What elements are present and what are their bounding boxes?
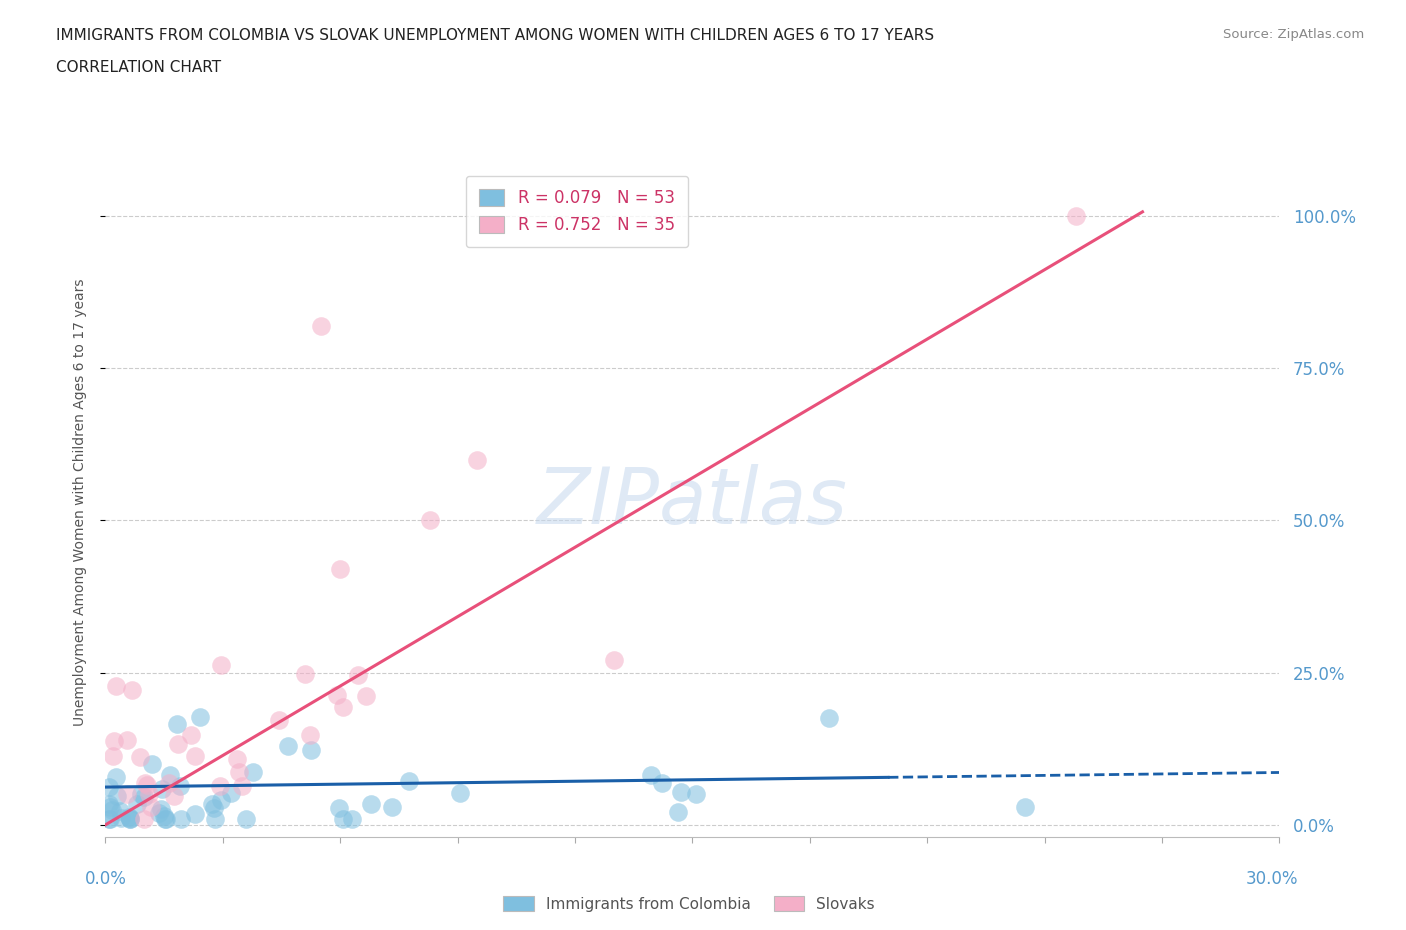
Point <box>170 811 193 826</box>
Point <box>309 318 332 333</box>
Point <box>150 782 173 797</box>
Point <box>129 787 152 802</box>
Point <box>294 667 316 682</box>
Point <box>152 808 174 823</box>
Point <box>148 805 170 820</box>
Legend: R = 0.079   N = 53, R = 0.752   N = 35: R = 0.079 N = 53, R = 0.752 N = 35 <box>465 176 688 247</box>
Point <box>117 787 139 802</box>
Point <box>103 734 125 749</box>
Point <box>180 727 202 742</box>
Point <box>132 790 155 804</box>
Text: 30.0%: 30.0% <box>1246 870 1299 887</box>
Point <box>110 811 132 826</box>
Point <box>157 776 180 790</box>
Point <box>155 811 177 826</box>
Point <box>149 801 172 816</box>
Point <box>110 804 132 818</box>
Point <box>332 811 354 826</box>
Point <box>219 786 242 801</box>
Point <box>449 785 471 800</box>
Point <box>669 784 692 799</box>
Point <box>342 811 364 826</box>
Point <box>277 738 299 753</box>
Point <box>242 765 264 780</box>
Point <box>167 737 190 751</box>
Point <box>204 811 226 826</box>
Point <box>419 513 441 528</box>
Point <box>169 778 191 793</box>
Point <box>134 811 156 826</box>
Point <box>200 797 222 812</box>
Text: IMMIGRANTS FROM COLOMBIA VS SLOVAK UNEMPLOYMENT AMONG WOMEN WITH CHILDREN AGES 6: IMMIGRANTS FROM COLOMBIA VS SLOVAK UNEMP… <box>56 28 935 43</box>
Point <box>184 749 207 764</box>
Point <box>101 749 124 764</box>
Point <box>138 786 160 801</box>
Point <box>225 751 247 766</box>
Point <box>98 811 121 826</box>
Point <box>1064 208 1087 223</box>
Point <box>129 750 152 764</box>
Point <box>299 742 322 757</box>
Point <box>209 658 232 672</box>
Point <box>209 778 232 793</box>
Point <box>115 733 138 748</box>
Point <box>346 667 368 682</box>
Point <box>183 806 205 821</box>
Point <box>235 811 257 826</box>
Point <box>398 774 420 789</box>
Text: Source: ZipAtlas.com: Source: ZipAtlas.com <box>1223 28 1364 41</box>
Point <box>465 452 488 467</box>
Point <box>360 797 382 812</box>
Point <box>105 789 128 804</box>
Point <box>100 800 122 815</box>
Point <box>125 796 148 811</box>
Text: CORRELATION CHART: CORRELATION CHART <box>56 60 221 75</box>
Point <box>354 688 377 703</box>
Point <box>98 811 121 826</box>
Text: ZIPatlas: ZIPatlas <box>537 464 848 540</box>
Point <box>153 811 176 826</box>
Point <box>298 727 321 742</box>
Point <box>818 711 841 725</box>
Point <box>98 780 121 795</box>
Point <box>267 712 290 727</box>
Point <box>105 770 128 785</box>
Point <box>640 767 662 782</box>
Point <box>603 653 626 668</box>
Point <box>135 778 157 793</box>
Point <box>202 801 225 816</box>
Point <box>651 775 673 790</box>
Point <box>188 710 211 724</box>
Text: 0.0%: 0.0% <box>84 870 127 887</box>
Point <box>98 796 121 811</box>
Point <box>231 779 253 794</box>
Point <box>118 811 141 826</box>
Point <box>118 811 141 826</box>
Point <box>332 699 354 714</box>
Point <box>100 803 122 817</box>
Point <box>1014 799 1036 814</box>
Point <box>328 801 350 816</box>
Point <box>159 767 181 782</box>
Point <box>120 811 142 826</box>
Y-axis label: Unemployment Among Women with Children Ages 6 to 17 years: Unemployment Among Women with Children A… <box>73 278 87 726</box>
Point <box>118 810 141 825</box>
Point <box>104 678 127 693</box>
Point <box>228 764 250 779</box>
Point <box>325 687 347 702</box>
Legend: Immigrants from Colombia, Slovaks: Immigrants from Colombia, Slovaks <box>496 889 882 918</box>
Point <box>209 792 232 807</box>
Point <box>134 776 156 790</box>
Point <box>121 683 143 698</box>
Point <box>141 757 163 772</box>
Point <box>329 562 352 577</box>
Point <box>381 800 404 815</box>
Point <box>163 789 186 804</box>
Point <box>685 787 707 802</box>
Point <box>166 716 188 731</box>
Point <box>139 800 162 815</box>
Point <box>666 804 689 819</box>
